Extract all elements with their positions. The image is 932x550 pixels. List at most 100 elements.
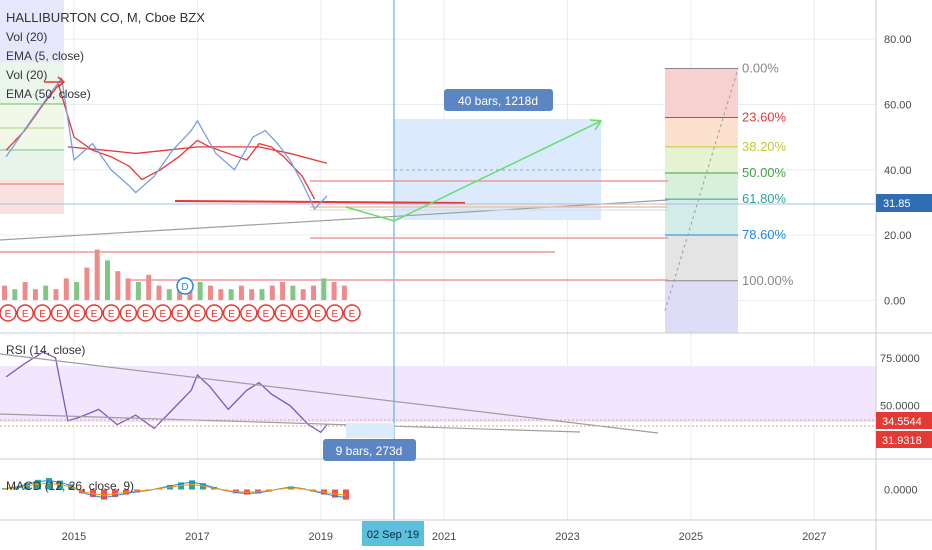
series-line: [67, 146, 328, 164]
earnings-marker[interactable]: [16, 304, 34, 322]
earnings-marker[interactable]: [257, 304, 275, 322]
volume-bar: [146, 274, 152, 300]
time-tick-label: 2027: [802, 531, 826, 543]
price-axis[interactable]: 0.00 20.00 40.00 60.00 80.00 50.0000 75.0000 0.…: [880, 34, 920, 496]
time-tick-label: 2015: [62, 531, 86, 543]
earnings-marker[interactable]: [326, 304, 344, 322]
chart-title: HALLIBURTON CO, M, Cboe BZX: [6, 10, 205, 25]
rsi-value-2: 31.9318: [882, 435, 922, 447]
series-line: [5, 83, 316, 200]
volume-bar: [311, 285, 316, 300]
volume-bar: [63, 278, 69, 300]
earnings-marker-label: E: [159, 309, 166, 320]
earnings-marker[interactable]: [154, 304, 172, 322]
rsi-annotation-text: 9 bars, 273d: [336, 444, 403, 458]
earnings-marker-label: E: [108, 309, 115, 320]
projection-label-text: 40 bars, 1218d: [458, 94, 538, 108]
dividend-marker-label: D: [181, 282, 188, 293]
earnings-marker[interactable]: [291, 304, 310, 322]
time-tick-label: 2025: [679, 531, 703, 543]
price-tick-label: 0.00: [884, 295, 905, 307]
earnings-marker[interactable]: [119, 304, 138, 322]
earnings-marker-label: E: [91, 309, 98, 320]
earnings-marker[interactable]: [50, 304, 69, 322]
projection-label: 40 bars, 1218d: [444, 89, 553, 111]
grid: [0, 0, 876, 520]
earnings-marker[interactable]: [240, 304, 258, 322]
time-tick-label: 2021: [432, 531, 456, 543]
earnings-marker-label: E: [314, 309, 321, 320]
earnings-marker[interactable]: [274, 304, 292, 322]
projection-arrow: [345, 119, 603, 222]
rsi-annotation: 9 bars, 273d: [323, 439, 416, 461]
signal-line: [4, 482, 347, 496]
earnings-marker[interactable]: [308, 304, 327, 322]
volume-bar: [331, 282, 337, 300]
price-tick-label: 80.00: [884, 34, 912, 46]
rsi-line: [5, 351, 328, 434]
date-label-text: 02 Sep '19: [367, 529, 419, 541]
earnings-marker-label: E: [280, 309, 287, 320]
earnings-marker[interactable]: [171, 304, 189, 322]
earnings-marker-label: E: [56, 309, 63, 320]
volume-bar: [105, 260, 110, 300]
macd-histogram: [2, 478, 349, 500]
trend-lines: [0, 103, 876, 281]
indicator-ema-50: EMA (50, close): [6, 87, 91, 101]
earnings-marker[interactable]: [343, 304, 361, 322]
fib-trend-line: [664, 68, 739, 311]
volume-bar: [228, 289, 234, 300]
volume-bar: [249, 289, 255, 300]
volume-bar: [115, 271, 121, 300]
volume-bar: [187, 289, 193, 300]
price-tick-label: 40.00: [884, 165, 912, 177]
earnings-marker[interactable]: [33, 304, 52, 322]
dividend-marker[interactable]: [176, 277, 194, 295]
earnings-marker[interactable]: [102, 304, 120, 322]
fib-level-label: 23.60%: [742, 110, 787, 125]
arrow-head-icon: [57, 76, 66, 88]
earnings-marker[interactable]: [68, 304, 86, 322]
fib-retracement[interactable]: [664, 68, 739, 333]
volume-bar: [290, 285, 296, 300]
time-tick-label: 2017: [185, 531, 209, 543]
macd-bar: [343, 489, 349, 500]
series-line: [5, 76, 328, 211]
volume-bar: [238, 285, 244, 300]
date-label: 02 Sep '19: [362, 521, 424, 546]
volume-bar: [74, 282, 80, 300]
volume-bar: [43, 285, 49, 300]
macd-bar: [2, 488, 8, 490]
indicator-ema-5: EMA (5, close): [6, 49, 84, 63]
volume-bar: [84, 267, 90, 300]
fib-zone-band: [665, 68, 738, 118]
earnings-markers[interactable]: E E E E E E E E E E E E E E E E E E E E ED: [0, 277, 361, 322]
fib-level-label: 50.00%: [742, 165, 787, 180]
indicator-vol-1: Vol (20): [6, 30, 47, 44]
time-tick-label: 2023: [555, 531, 579, 543]
earnings-marker[interactable]: [85, 304, 103, 322]
earnings-marker[interactable]: [222, 304, 241, 322]
fib-zone-band: [665, 146, 738, 174]
indicator-vol-2: Vol (20): [6, 68, 47, 82]
fib-level-label: 0.00%: [742, 61, 779, 76]
earnings-marker-label: E: [245, 309, 252, 320]
fib-zone-band: [665, 199, 738, 236]
fib-level-label: 38.20%: [742, 139, 787, 154]
earnings-marker-label: E: [142, 309, 149, 320]
volume-bar: [22, 282, 28, 300]
volume-bar: [208, 285, 213, 300]
earnings-marker[interactable]: [136, 304, 155, 322]
volume-bar: [53, 289, 59, 300]
legend: HALLIBURTON CO, M, Cboe BZX Vol (20) EMA…: [6, 10, 205, 101]
earnings-marker-label: E: [349, 309, 356, 320]
fib-zone-band: [665, 280, 738, 333]
volume-bar: [197, 282, 203, 300]
volume-bar: [94, 249, 100, 300]
earnings-marker[interactable]: [205, 304, 224, 322]
earnings-marker[interactable]: [188, 304, 206, 322]
earnings-marker[interactable]: [0, 304, 17, 322]
time-axis[interactable]: 2015 2017 2019 2021 2023 2025 2027: [62, 531, 827, 543]
fib-labels: 0.00% 23.60% 38.20% 50.00% 61.80% 78.60% 100.0…: [742, 61, 794, 288]
